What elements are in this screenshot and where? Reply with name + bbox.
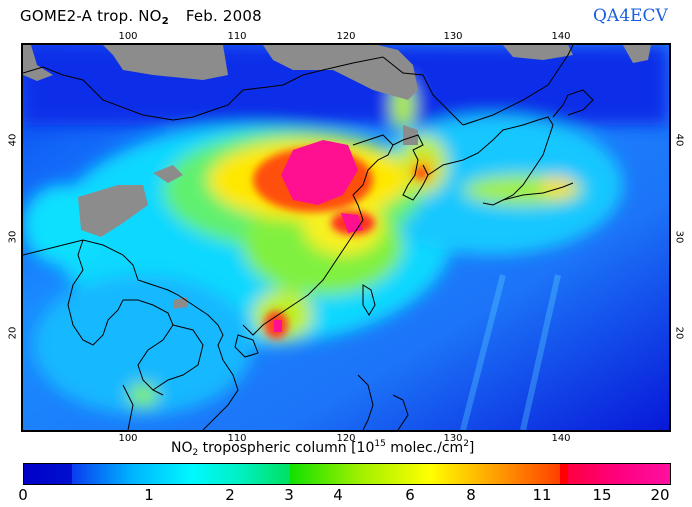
colorbar-segment (430, 464, 560, 484)
colorbar-segment (72, 464, 192, 484)
longitude-tick-label: 100 (118, 31, 138, 42)
instrument-label: GOME2-A trop. NO2 (20, 7, 169, 27)
latitude-tick-label: 20 (673, 326, 685, 340)
qa4ecv-logo: QA4ECV (593, 6, 668, 26)
longitude-tick-label: 130 (443, 31, 463, 42)
longitude-tick-label: 120 (336, 31, 356, 42)
longitude-tick-label: 100 (118, 433, 138, 444)
frame-segment (347, 430, 401, 432)
colorbar-tick-label: 6 (405, 486, 415, 504)
longitude-tick-label: 130 (443, 433, 463, 444)
colorbar-tick-label: 2 (225, 486, 235, 504)
colorbar-segment (290, 464, 430, 484)
latitude-tick-label: 30 (673, 230, 685, 244)
frame-segment (347, 43, 401, 45)
longitude-tick-label: 140 (551, 433, 571, 444)
frame-segment (563, 430, 617, 432)
frame-segment (23, 430, 77, 432)
colorbar-segment (24, 464, 72, 484)
longitude-tick-label: 110 (227, 433, 247, 444)
colorbar-title: NO2 tropospheric column [1015 molec./cm2… (171, 439, 475, 458)
latitude-tick-label: 20 (7, 326, 19, 340)
latitude-tick-label: 40 (673, 133, 685, 147)
frame-segment (23, 43, 77, 45)
map-title: GOME2-A trop. NO2 Feb. 2008 (20, 7, 262, 27)
frame-segment (669, 315, 671, 369)
no2-field (23, 45, 669, 430)
longitude-tick-label: 110 (227, 31, 247, 42)
colorbar-tick-label: 11 (532, 486, 552, 504)
frame-segment (455, 430, 509, 432)
colorbar-segment (568, 464, 670, 484)
latitude-tick-label: 40 (7, 133, 19, 147)
frame-segment (131, 430, 185, 432)
colorbar-tick-label: 15 (592, 486, 612, 504)
longitude-tick-label: 140 (551, 31, 571, 42)
frame-segment (21, 315, 23, 369)
colorbar-tick-label: 20 (650, 486, 670, 504)
colorbar-tick-label: 1 (144, 486, 154, 504)
colorbar-tick-label: 4 (333, 486, 343, 504)
latitude-tick-label: 30 (7, 230, 19, 244)
frame-segment (21, 99, 23, 153)
colorbar-tick-label: 3 (284, 486, 294, 504)
colorbar-tick-label: 8 (466, 486, 476, 504)
date-label: Feb. 2008 (185, 7, 262, 25)
frame-segment (669, 99, 671, 153)
frame-segment (21, 207, 23, 261)
frame-segment (563, 43, 617, 45)
frame-segment (21, 423, 23, 432)
frame-segment (239, 43, 293, 45)
no2-map (21, 43, 671, 432)
colorbar-segment (560, 464, 568, 484)
frame-segment (669, 207, 671, 261)
frame-segment (239, 430, 293, 432)
colorbar (23, 463, 671, 485)
longitude-tick-label: 120 (336, 433, 356, 444)
colorbar-segment (192, 464, 290, 484)
frame-segment (669, 423, 671, 432)
frame-segment (455, 43, 509, 45)
frame-segment (131, 43, 185, 45)
colorbar-tick-label: 0 (18, 486, 28, 504)
